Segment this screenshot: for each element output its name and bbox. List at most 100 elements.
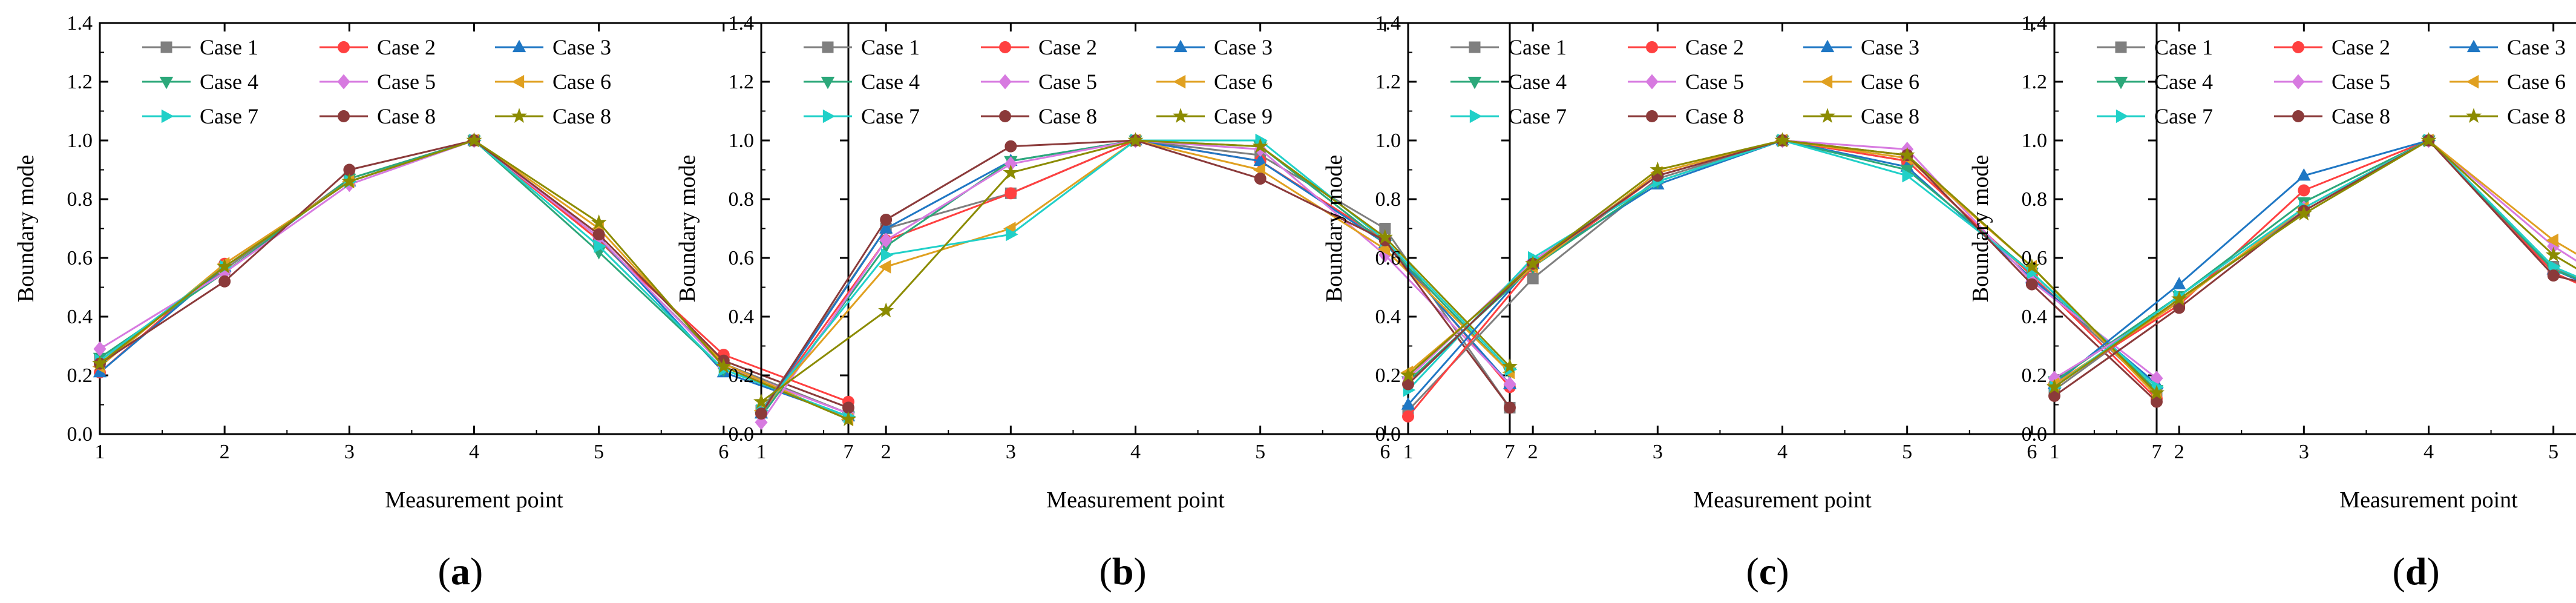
legend-entry: Case 7 bbox=[2097, 104, 2213, 128]
series-line bbox=[2054, 139, 2576, 380]
data-point bbox=[2296, 205, 2312, 221]
legend-label: Case 5 bbox=[1685, 70, 1744, 94]
legend-label: Case 7 bbox=[861, 104, 920, 128]
chart-panel-d: 1 2 3 4 5 6 7 0.0 0.2 0.4 0.6 0.8 1.0 1.2 1.4 Measureme… bbox=[1968, 12, 2576, 593]
y-tick-label: 1.0 bbox=[67, 130, 93, 152]
y-tick-label: 0.6 bbox=[729, 247, 755, 269]
legend-marker bbox=[338, 41, 350, 53]
panel-label: (b) bbox=[1100, 550, 1147, 593]
legend-label: Case 8 bbox=[1861, 104, 1919, 128]
data-point bbox=[1005, 187, 1017, 200]
data-point bbox=[2171, 291, 2188, 306]
x-tick-label: 7 bbox=[2152, 441, 2162, 463]
panel-label-paren-open: ( bbox=[1100, 550, 1112, 593]
legend-entry: Case 8 bbox=[1628, 104, 1744, 128]
legend-label: Case 8 bbox=[1685, 104, 1744, 128]
x-tick-label: 1 bbox=[1403, 441, 1414, 463]
panel-label-letter: d bbox=[2405, 550, 2427, 593]
y-axis-label: Boundary mode bbox=[13, 155, 39, 303]
legend-marker bbox=[1820, 39, 1835, 53]
legend-label: Case 3 bbox=[2507, 35, 2566, 59]
legend-marker bbox=[1173, 74, 1186, 89]
data-point bbox=[2046, 378, 2063, 394]
legend-label: Case 6 bbox=[552, 70, 611, 94]
legend-marker bbox=[2292, 41, 2304, 53]
legend-label: Case 4 bbox=[200, 70, 258, 94]
panel-label-paren-close: ) bbox=[2427, 550, 2439, 593]
legend-marker bbox=[2115, 41, 2127, 53]
legend-entry: Case 3 bbox=[2450, 35, 2566, 59]
y-axis-label: Boundary mode bbox=[675, 155, 700, 303]
legend-entry: Case 1 bbox=[804, 35, 920, 59]
y-tick-label: 1.2 bbox=[729, 71, 755, 93]
data-point bbox=[1006, 228, 1018, 242]
y-tick-label: 0.2 bbox=[729, 364, 755, 387]
legend-label: Case 1 bbox=[1508, 35, 1567, 59]
legend-entry: Case 1 bbox=[2097, 35, 2213, 59]
legend-marker bbox=[2292, 110, 2304, 122]
x-tick-label: 1 bbox=[95, 441, 105, 463]
legend-marker bbox=[2114, 76, 2128, 90]
legend-marker bbox=[1469, 109, 1483, 124]
panel-label: (a) bbox=[438, 550, 483, 593]
x-tick-label: 5 bbox=[2548, 441, 2558, 463]
legend-marker bbox=[822, 41, 834, 53]
y-tick-label: 0.4 bbox=[67, 306, 93, 328]
y-axis-label: Boundary mode bbox=[1968, 155, 1993, 303]
legend-marker bbox=[999, 110, 1011, 122]
x-axis-label: Measurement point bbox=[2339, 487, 2518, 513]
data-point bbox=[878, 302, 894, 318]
legend-label: Case 4 bbox=[861, 70, 920, 94]
y-tick-label: 1.2 bbox=[1375, 71, 1401, 93]
series-line bbox=[2054, 139, 2576, 385]
series-line bbox=[99, 139, 849, 403]
data-point bbox=[1402, 410, 1414, 423]
legend-marker bbox=[1646, 110, 1658, 122]
legend-marker bbox=[338, 110, 350, 122]
series-9 bbox=[1400, 132, 2165, 400]
data-point bbox=[881, 248, 894, 262]
panel-label: (c) bbox=[1746, 550, 1789, 593]
chart-panel-a: 1 2 3 4 5 6 7 0.0 0.2 0.4 0.6 0.8 1.0 1.2 1.4 Measureme… bbox=[13, 12, 857, 593]
legend-marker bbox=[2292, 74, 2305, 90]
legend-entry: Case 7 bbox=[804, 104, 920, 128]
y-tick-label: 1.0 bbox=[729, 130, 755, 152]
legend-entry: Case 4 bbox=[1450, 70, 1567, 94]
legend-marker bbox=[1173, 39, 1188, 53]
y-tick-label: 1.4 bbox=[2022, 12, 2048, 35]
y-tick-label: 0.8 bbox=[729, 188, 755, 211]
chart-panel-b: 1 2 3 4 5 6 7 0.0 0.2 0.4 0.6 0.8 1.0 1.2 1.4 Measureme… bbox=[675, 12, 1518, 593]
data-point bbox=[2025, 278, 2038, 291]
data-point bbox=[466, 132, 482, 148]
legend-entry: Case 9 bbox=[1156, 104, 1273, 128]
legend-marker bbox=[1467, 76, 1482, 90]
legend-marker bbox=[511, 74, 525, 89]
data-point bbox=[341, 173, 358, 188]
data-point bbox=[1774, 132, 1791, 148]
legend-entry: Case 2 bbox=[320, 35, 436, 59]
series-line bbox=[2054, 139, 2576, 382]
x-tick-label: 4 bbox=[469, 441, 479, 463]
x-tick-label: 6 bbox=[1380, 441, 1390, 463]
x-axis-label: Measurement point bbox=[385, 487, 563, 513]
series-line bbox=[2054, 139, 2576, 388]
x-axis-label: Measurement point bbox=[1046, 487, 1225, 513]
data-point bbox=[753, 394, 770, 409]
panel-label-paren-open: ( bbox=[438, 550, 451, 593]
data-point bbox=[594, 239, 606, 253]
legend-label: Case 2 bbox=[2332, 35, 2390, 59]
data-point bbox=[2546, 233, 2558, 248]
legend-marker bbox=[999, 41, 1011, 53]
legend-label: Case 8 bbox=[552, 104, 611, 128]
y-tick-label: 0.8 bbox=[67, 188, 93, 211]
x-tick-label: 4 bbox=[2424, 441, 2434, 463]
data-point bbox=[218, 275, 231, 288]
legend-marker bbox=[998, 74, 1012, 90]
legend-marker bbox=[161, 109, 174, 124]
series-9 bbox=[753, 132, 1518, 409]
legend-label: Case 4 bbox=[2154, 70, 2213, 94]
legend-label: Case 1 bbox=[200, 35, 258, 59]
series-3 bbox=[2047, 133, 2576, 389]
x-tick-label: 1 bbox=[2050, 441, 2060, 463]
legend-label: Case 2 bbox=[1685, 35, 1744, 59]
